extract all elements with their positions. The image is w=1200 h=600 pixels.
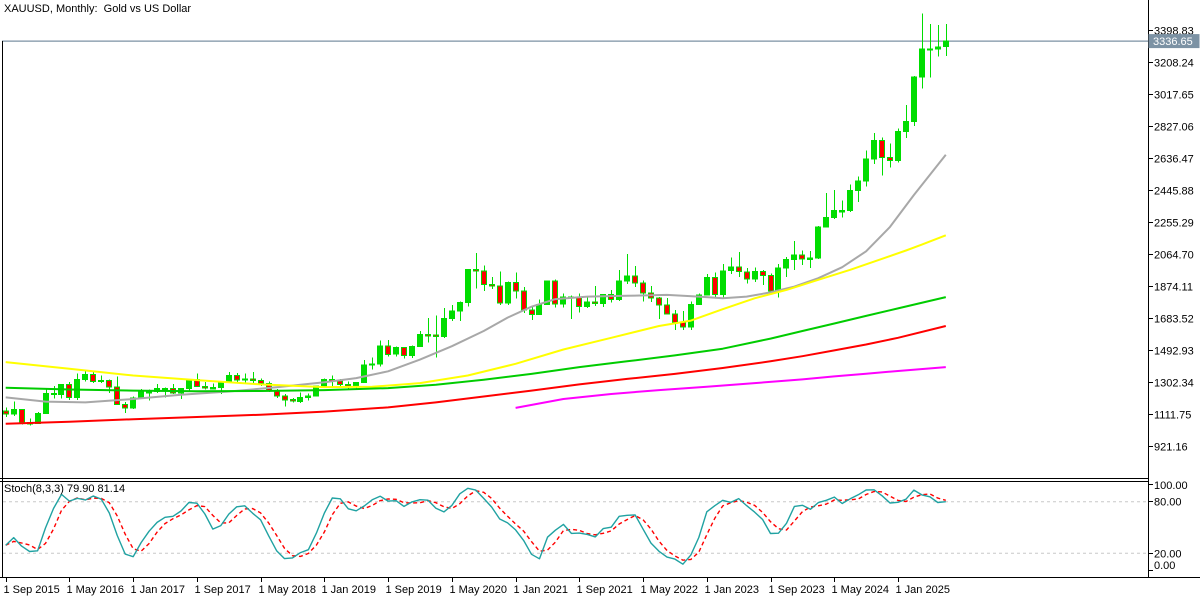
time-tick-label: 1 Sep 2017 (195, 584, 251, 596)
time-axis: 1 Sep 2015 1 May 2016 1 Jan 2017 1 Sep 2017… (4, 577, 950, 596)
time-tick-label: 1 Jan 2019 (322, 584, 376, 596)
time-tick-label: 1 May 2018 (259, 584, 316, 596)
price-tick-label: 2445.88 (1154, 186, 1194, 198)
price-tick-label: 921.16 (1154, 442, 1188, 454)
time-tick-label: 1 Sep 2015 (4, 584, 60, 596)
price-tick-label: 1683.52 (1154, 314, 1194, 326)
price-tick-label: 1111.75 (1154, 410, 1191, 422)
time-tick-label: 1 Jan 2021 (514, 584, 568, 596)
time-tick-label: 1 May 2020 (450, 584, 507, 596)
stoch-scale-label: 0.00 (1154, 560, 1175, 572)
ma-red-line (5, 325, 947, 425)
time-tick-label: 1 Sep 2023 (769, 584, 825, 596)
svg-text:3336.65: 3336.65 (1153, 36, 1193, 48)
time-tick-label: 1 Sep 2021 (577, 584, 633, 596)
price-tick-label: 2636.47 (1154, 154, 1194, 166)
price-tick-label: 1492.93 (1154, 346, 1194, 358)
chart-title: XAUUSD, Monthly: Gold vs US Dollar (4, 3, 192, 15)
stoch-scale-label: 100.00 (1154, 480, 1188, 492)
ma-green-line (5, 296, 947, 393)
price-tick-label: 2255.29 (1154, 218, 1194, 230)
stoch-main-line (5, 487, 946, 565)
stochastic-indicator-label: Stoch(8,3,3) 79.90 81.14 (4, 483, 126, 495)
price-tick-label: 3017.65 (1154, 90, 1194, 102)
ma-magenta-line (515, 366, 946, 409)
ma-yellow-line (5, 234, 947, 389)
time-tick-label: 1 May 2016 (67, 584, 124, 596)
price-tick-label: 3208.24 (1154, 58, 1194, 70)
current-price-tag: 3336.65 (1148, 34, 1200, 49)
time-tick-label: 1 Jan 2023 (705, 584, 759, 596)
stochastic-panel: 100.00 80.00 20.000.00 (3, 480, 1188, 572)
price-axis: 3398.833208.243017.652827.062636.472445.… (1148, 26, 1194, 454)
price-tick-label: 2064.70 (1154, 250, 1194, 262)
time-tick-label: 1 May 2024 (832, 584, 889, 596)
stoch-scale-label: 20.00 (1154, 548, 1182, 560)
time-tick-label: 1 Jan 2025 (896, 584, 950, 596)
pane-borders (0, 0, 1200, 578)
time-tick-label: 1 Jan 2017 (131, 584, 185, 596)
candles-layer (3, 13, 949, 426)
price-tick-label: 1874.11 (1154, 282, 1193, 294)
time-tick-label: 1 May 2022 (641, 584, 698, 596)
time-tick-label: 1 Sep 2019 (386, 584, 442, 596)
price-tick-label: 1302.34 (1154, 378, 1194, 390)
stoch-scale-label: 80.00 (1154, 497, 1182, 509)
price-tick-label: 2827.06 (1154, 122, 1194, 134)
